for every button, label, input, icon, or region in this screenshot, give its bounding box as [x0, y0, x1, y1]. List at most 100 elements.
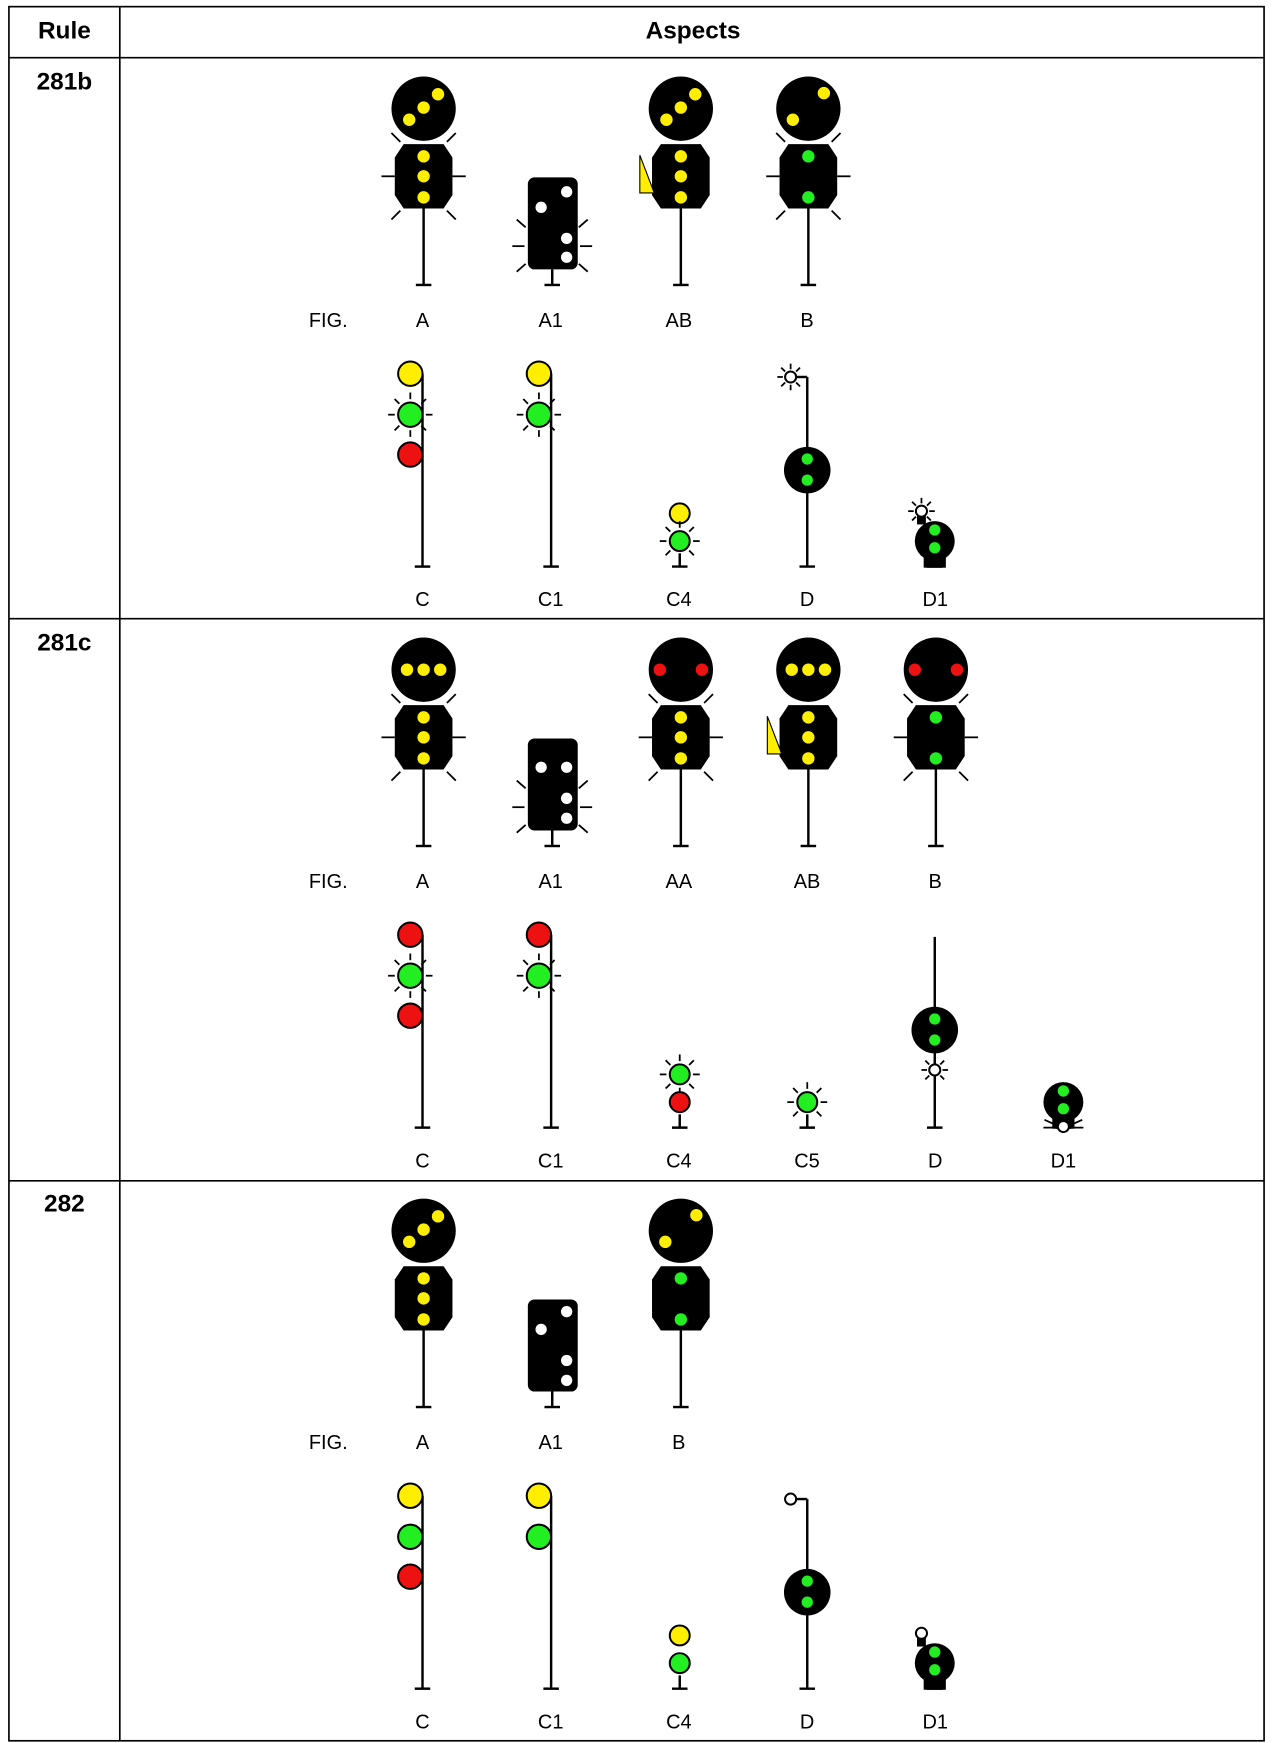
lamp	[400, 111, 418, 128]
lamp	[651, 661, 668, 678]
stroke	[394, 425, 400, 431]
lamp	[784, 370, 798, 384]
aspect-label: D	[800, 589, 814, 611]
lamp	[914, 1626, 928, 1640]
lamp	[415, 1221, 432, 1238]
stroke	[939, 1074, 945, 1081]
stroke	[703, 693, 714, 704]
stroke	[688, 1059, 695, 1066]
lamp	[1055, 1101, 1072, 1117]
lamp	[398, 661, 416, 678]
lamp	[783, 661, 800, 678]
stroke	[446, 210, 457, 221]
lamp	[397, 360, 424, 387]
aspect-label: A1	[538, 310, 562, 332]
lamp	[533, 1321, 549, 1338]
header-rule: Rule	[38, 18, 91, 45]
stroke	[549, 425, 556, 431]
rule-label: 281b	[37, 69, 93, 96]
stroke	[648, 693, 659, 704]
lamp	[558, 230, 575, 247]
aspect-label: B	[929, 871, 942, 893]
lamp	[693, 661, 711, 678]
plate	[766, 716, 783, 755]
stroke	[958, 771, 969, 782]
aspect-label: D1	[922, 589, 948, 611]
lamp	[415, 168, 432, 185]
stroke	[420, 986, 427, 993]
stroke	[831, 132, 842, 143]
stroke	[390, 693, 401, 704]
lamp	[927, 750, 945, 767]
stroke	[816, 1110, 822, 1117]
signal-head	[783, 446, 831, 494]
stroke	[926, 516, 932, 522]
lamp	[668, 1063, 691, 1086]
aspect-label: A	[416, 1432, 430, 1454]
lamp	[672, 1270, 690, 1287]
lamp	[672, 750, 690, 767]
stroke	[522, 425, 529, 431]
lamp	[525, 1482, 553, 1509]
lamp	[525, 921, 553, 948]
lamp	[558, 1352, 575, 1369]
lamp	[799, 1594, 815, 1610]
stroke	[665, 1083, 671, 1090]
signals	[381, 76, 1084, 1690]
lamp	[525, 360, 553, 387]
stroke	[665, 526, 671, 533]
stroke	[578, 779, 589, 790]
stroke	[795, 366, 801, 373]
signal-head	[648, 1198, 714, 1263]
bracket	[917, 1635, 926, 1647]
stroke	[578, 263, 589, 273]
lamp	[800, 661, 817, 678]
stroke	[446, 132, 457, 143]
lamp	[672, 1311, 690, 1328]
lamp	[400, 1233, 418, 1251]
aspect-label: C	[415, 1150, 429, 1172]
lamp	[558, 790, 575, 806]
stroke	[688, 1083, 695, 1090]
lamp	[1055, 1083, 1072, 1099]
lamp	[672, 189, 690, 206]
header-aspects: Aspects	[646, 18, 741, 45]
stroke	[394, 959, 400, 966]
lamp	[927, 1011, 943, 1027]
lamp	[799, 472, 815, 488]
signal-head	[776, 76, 841, 141]
aspect-label: C	[415, 1711, 429, 1733]
plate	[639, 155, 656, 194]
lamp	[799, 451, 815, 467]
lamp	[906, 661, 924, 678]
lamp	[668, 1624, 691, 1647]
lamp	[525, 401, 553, 428]
rule-label: 282	[44, 1191, 85, 1218]
lamp	[800, 189, 817, 206]
stroke	[792, 1110, 799, 1117]
lamp	[429, 86, 447, 103]
stroke	[522, 398, 529, 405]
stroke	[516, 824, 527, 834]
lamp	[657, 1233, 674, 1251]
stroke	[911, 516, 917, 522]
lamp	[415, 189, 432, 206]
lamp	[558, 184, 575, 200]
lamp	[415, 750, 432, 767]
stroke	[780, 366, 786, 373]
stroke	[390, 210, 401, 221]
stroke	[549, 398, 556, 405]
figure-label: FIG.	[309, 871, 348, 893]
stroke	[420, 398, 427, 405]
lamp	[525, 1523, 553, 1550]
stroke	[903, 693, 914, 704]
stroke	[816, 1087, 822, 1094]
aspect-label: D	[928, 1150, 942, 1172]
aspect-label: B	[800, 310, 813, 332]
aspect-label: C1	[538, 589, 564, 611]
lamp	[927, 1644, 943, 1660]
lamp	[397, 1523, 424, 1550]
figure-label: FIG.	[309, 310, 348, 332]
aspect-label: D1	[1051, 1150, 1077, 1172]
stroke	[792, 1087, 799, 1094]
